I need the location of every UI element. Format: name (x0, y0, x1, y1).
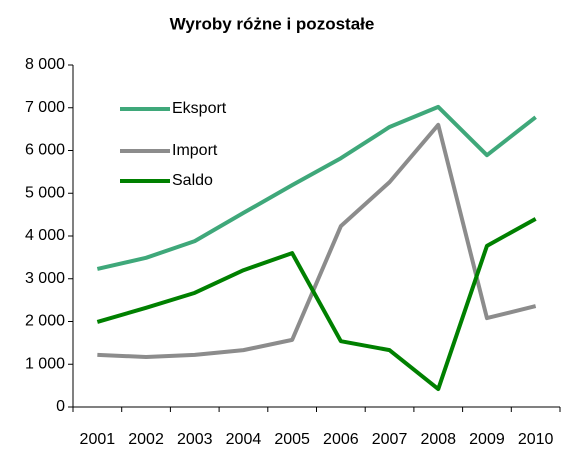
x-tick-label: 2009 (469, 431, 505, 448)
y-tick-label: 0 (56, 398, 65, 415)
line-series (97, 122, 537, 359)
y-tick-label: 7 000 (25, 99, 65, 116)
y-tick-label: 6 000 (25, 142, 65, 159)
x-tick-label: 2006 (323, 431, 359, 448)
y-tick-label: 3 000 (25, 270, 65, 287)
legend-label: Saldo (172, 172, 213, 189)
y-tick-label: 1 000 (25, 355, 65, 372)
x-tick-label: 2002 (128, 431, 164, 448)
x-tick-label: 2010 (518, 431, 554, 448)
y-tick-label: 5 000 (25, 184, 65, 201)
y-tick-label: 2 000 (25, 313, 65, 330)
x-tick-label: 2004 (226, 431, 262, 448)
x-tick-label: 2001 (80, 431, 116, 448)
x-tick-label: 2005 (274, 431, 310, 448)
x-tick-label: 2003 (177, 431, 213, 448)
x-tick-label: 2008 (420, 431, 456, 448)
chart-title: Wyroby różne i pozostałe (170, 14, 375, 33)
line-series (96, 104, 537, 271)
y-tick-label: 4 000 (25, 227, 65, 244)
y-tick-label: 8 000 (25, 56, 65, 73)
legend-label: Import (172, 142, 218, 159)
legend-label: Eksport (172, 100, 227, 117)
line-series (96, 217, 537, 392)
x-tick-label: 2007 (372, 431, 408, 448)
